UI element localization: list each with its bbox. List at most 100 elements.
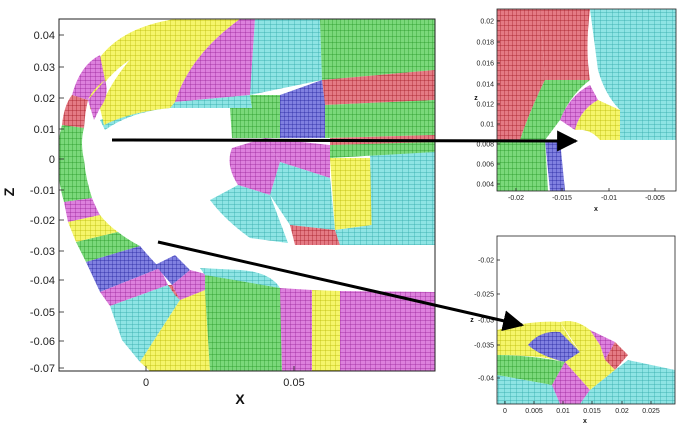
mesh-block-cyan	[110, 285, 180, 362]
mesh-block-magenta	[172, 270, 210, 300]
tick-label: 0.005	[525, 408, 543, 415]
mesh-block-cyan	[590, 9, 676, 110]
mesh-block-green	[330, 142, 435, 158]
tick-label: -0.01	[30, 185, 55, 197]
tick-label: -0.01	[601, 195, 617, 202]
tick-label: 0.03	[34, 62, 55, 74]
mesh-block-magenta	[552, 362, 590, 404]
inset-bottom-x-label: x	[583, 418, 587, 425]
mesh-block-blue	[280, 80, 325, 138]
tick-label: 0	[503, 408, 507, 415]
tick-label: 0.012	[476, 102, 494, 109]
tick-label: 0.016	[476, 61, 494, 68]
mesh-block-green	[497, 355, 565, 385]
mesh-block-yellow	[575, 100, 620, 140]
mesh-block-cyan	[250, 19, 322, 95]
tick-label: -0.03	[30, 246, 55, 258]
mesh-block-yellow	[88, 19, 240, 110]
main-plot: 0 0.05 0.040.030.020.010-0.01-0.02-0.03-0…	[1, 18, 436, 407]
mesh-block-yellow	[330, 158, 372, 230]
mesh-block-magenta	[64, 198, 100, 222]
tick-label: -0.03	[478, 318, 494, 325]
mesh-block-green	[59, 125, 84, 160]
mesh-block-magenta	[340, 291, 435, 371]
mesh-block-magenta	[560, 85, 598, 130]
tick-label: -0.07	[30, 363, 55, 375]
mesh-block-magenta	[100, 268, 168, 306]
mesh-block-cyan	[100, 95, 252, 130]
mesh-block-green	[497, 140, 548, 191]
inset-top-mesh	[497, 9, 676, 191]
tick-label: 0.01	[34, 124, 55, 136]
tick-label: -0.025	[474, 292, 494, 299]
main-y-ticks: 0.04 0.03 0.02 0.01 0 -0.01 -0.02 -0.03 -0.04 -0.…	[30, 30, 64, 375]
tick-label: -0.04	[478, 376, 494, 383]
tick-label: 0.018	[476, 40, 494, 47]
inset-top: -0.02 -0.015 -0.01 -0.005 0.020.0180.0160.0…	[474, 8, 677, 213]
tick-label: 0.025	[642, 408, 660, 415]
main-x-label: X	[235, 391, 245, 407]
mesh-block-magenta	[265, 138, 330, 178]
main-x-ticks: 0 0.05	[143, 366, 305, 389]
mesh-block-magenta	[72, 55, 105, 100]
mesh-block-yellow	[100, 101, 175, 125]
mesh-block-magenta	[590, 330, 615, 360]
mesh-block-blue	[545, 140, 565, 191]
main-y-label: Z	[1, 187, 17, 196]
tick-label: 0.014	[476, 82, 494, 89]
tick-label: -0.04	[30, 275, 55, 287]
inset-top-frame	[496, 8, 677, 192]
zoom-arrow-top	[111, 130, 579, 152]
inset-top-y-ticks: 0.02 0.018 0.016 0.014 0.012 0.01 0.008 0.006 0.…	[476, 19, 500, 189]
inset-bottom-mesh	[497, 321, 675, 404]
tick-label: -0.02	[30, 215, 55, 227]
mesh-block-yellow	[565, 345, 615, 390]
mesh-block-magenta	[88, 80, 107, 120]
mesh-block-blue	[86, 246, 160, 292]
main-axes-frame	[58, 18, 436, 372]
inset-top-x-ticks: -0.02 -0.015 -0.01 -0.005	[508, 188, 665, 202]
mesh-block-green	[230, 95, 280, 138]
tick-label: -0.02	[508, 195, 524, 202]
zoom-arrow-bottom	[157, 240, 525, 332]
mesh-block-cyan	[270, 162, 335, 230]
mesh-block-red	[605, 342, 628, 370]
mesh-block-green	[76, 232, 140, 262]
mesh-block-cyan	[210, 185, 288, 243]
inset-bottom-x-ticks: 0 0.005 0.01 0.015 0.02 0.025	[503, 401, 660, 415]
main-mesh	[59, 19, 435, 371]
tick-label: 0	[49, 154, 55, 166]
mesh-block-cyan	[580, 360, 675, 404]
mesh-block-red	[62, 95, 88, 128]
tick-label: -0.015	[552, 195, 572, 202]
mesh-block-magenta	[280, 288, 312, 371]
mesh-block-red	[540, 9, 590, 80]
mesh-block-magenta	[229, 138, 280, 195]
inset-bottom: 0 0.005 0.01 0.015 0.02 0.025 -0.02 -0.025 -0.0…	[470, 235, 676, 425]
tick-label: 0.04	[34, 30, 55, 42]
mesh-block-yellow	[100, 19, 240, 108]
mesh-block-red	[497, 9, 545, 140]
mesh-block-green	[59, 160, 92, 202]
tick-label: -0.005	[645, 195, 665, 202]
mesh-block-green	[325, 100, 435, 138]
tick-label: 0.006	[476, 162, 494, 169]
mesh-block-cyan	[200, 268, 280, 288]
tick-label: 0.015	[583, 408, 601, 415]
mesh-block-yellow	[140, 290, 210, 371]
mesh-block-cyan	[620, 110, 676, 140]
mesh-block-blue	[155, 255, 190, 285]
mesh-block-green	[320, 19, 435, 80]
tick-label: -0.06	[30, 336, 55, 348]
mesh-block-yellow	[68, 215, 118, 242]
mesh-block-yellow	[312, 290, 340, 371]
tick-label: 0.01	[480, 122, 494, 129]
inset-top-empty	[565, 140, 676, 191]
mesh-block-cyan	[370, 148, 435, 245]
mesh-block-red	[290, 225, 340, 245]
tick-label: -0.035	[474, 343, 494, 350]
inset-top-y-label: z	[474, 95, 478, 102]
mesh-block-blue	[528, 331, 580, 362]
inset-top-x-label: x	[594, 206, 598, 213]
